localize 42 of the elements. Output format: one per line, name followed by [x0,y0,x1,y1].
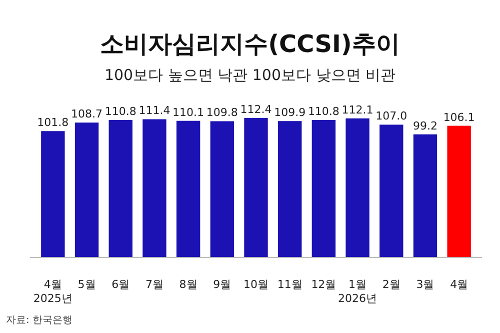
x-tick-label: 1월 2026년 [338,278,378,305]
data-label: 112.1 [342,103,374,116]
bar [108,120,132,257]
x-tick-label: 9월 [213,278,232,291]
bar [74,122,99,257]
bar [380,124,404,257]
data-label: 101.8 [37,116,69,130]
bar [176,120,200,257]
data-label: 109.9 [274,106,306,120]
bar [142,119,166,257]
x-tick-label: 6월 [112,278,130,291]
data-label: 106.1 [443,110,475,124]
data-label: 110.8 [104,104,136,118]
bar [312,120,336,257]
bar [413,134,438,257]
x-tick-label: 11월 [277,278,302,291]
data-label: 111.4 [138,104,170,118]
x-tick-label: 12월 [311,278,336,291]
chart-title: 소비자심리지수(CCSI)추이 [100,30,400,58]
bar [447,126,471,257]
bar [244,118,268,257]
data-label: 99.2 [412,119,438,132]
x-tick-label: 10월 [244,278,268,291]
x-tick-label: 2월 [382,278,400,291]
x-tick-label: 4월 2025년 [33,278,72,305]
x-tick-label: 4월 [450,278,468,291]
data-label: 112.4 [240,103,272,116]
bar [41,131,65,257]
x-tick-label: 7월 [145,278,164,291]
data-label: 110.8 [308,104,340,118]
data-label: 109.8 [206,106,238,120]
x-tick-label: 3월 [416,278,434,291]
data-label: 110.1 [172,106,204,119]
text: 자료: 한국은행 [6,315,73,326]
bar [210,121,234,257]
x-tick-label: 8월 [179,278,198,291]
bar [346,118,370,257]
bar [278,121,302,257]
data-label: 107.0 [376,110,408,123]
chart-subtitle: 100보다 높으면 낙관 100보다 낮으면 비관 [104,66,396,84]
data-label: 108.7 [71,108,103,121]
x-tick-label: 5월 [78,278,96,291]
